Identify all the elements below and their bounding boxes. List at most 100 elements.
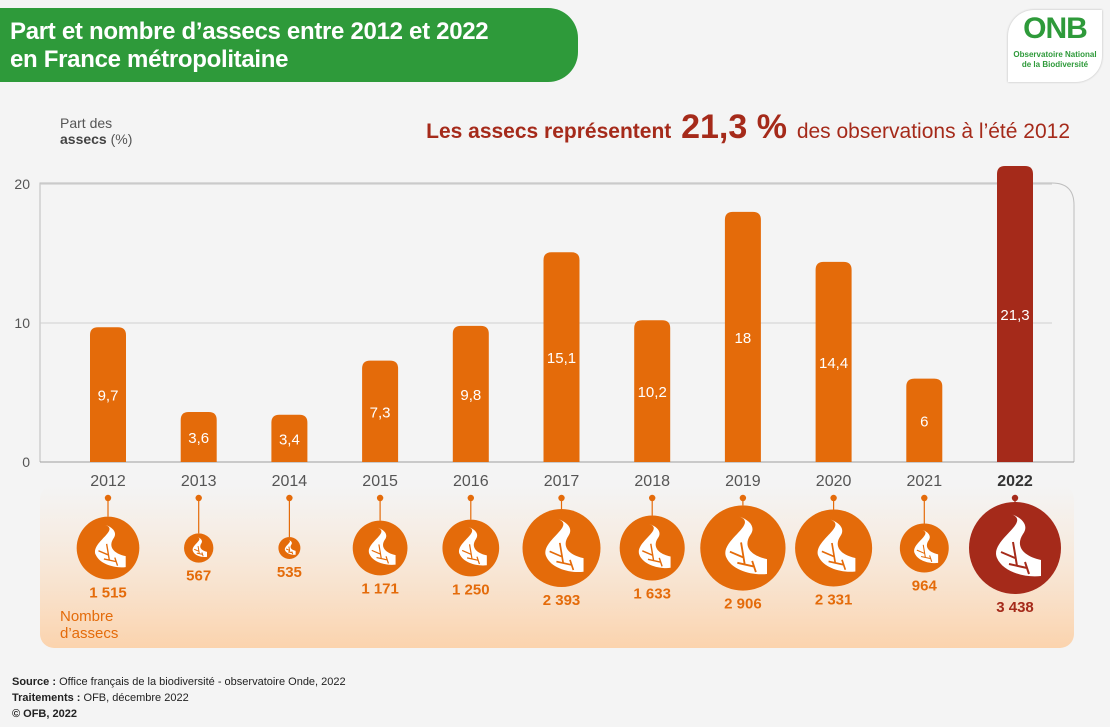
bar-value-2014: 3,4 [279,431,300,448]
count-value-2013: 567 [186,568,211,585]
x-tick-2016: 2016 [453,473,489,490]
footer-trait-label: Traitements : [12,692,81,704]
bar-2014 [271,414,308,462]
river-icon-2020 [817,519,856,572]
x-tick-2021: 2021 [907,473,943,490]
bar-2018 [634,320,671,462]
page-title: Part et nombre d’assecs entre 2012 et 20… [10,18,489,74]
footer-trait-text: OFB, décembre 2022 [80,692,189,704]
footer-source-label: Source : [12,676,57,688]
logo-word: ONB [1023,12,1088,45]
bar-value-2017: 15,1 [547,350,576,367]
title-line-1: Part et nombre d’assecs entre 2012 et 20… [10,18,489,45]
river-icon-2016 [459,527,487,566]
bubble-2016: 1 250 [442,494,500,598]
bar-2013 [180,411,217,462]
count-value-2015: 1 171 [361,580,399,597]
x-tick-labels: 2012 2013 2014 2015 2016 2017 2018 2019 2020 2021… [90,473,1033,490]
y-tick-20: 20 [14,176,30,192]
river-icon-2012 [95,524,126,568]
count-label-line-2: d’assecs [60,625,119,642]
river-icon-2015 [368,527,396,565]
bubble-2012: 1 515 [76,494,140,601]
headline-tail: des observations à l’été 2012 [796,120,1070,143]
bubble-2022: 3 438 [969,494,1061,616]
bubble-2019: 2 906 [700,494,786,613]
y-tick-labels: 0 10 20 [14,176,30,470]
y-axis-label-bold: assecs [60,131,107,147]
bar-2022 [997,166,1033,463]
title-banner: Part et nombre d’assecs entre 2012 et 20… [0,8,578,82]
count-bubbles: 1 515 567 535 1 171 1 250 2 393 1 633 2 906 2 33… [76,494,1061,616]
x-tick-2012: 2012 [90,473,126,490]
bubble-2021: 964 [899,494,949,594]
count-value-2014: 535 [277,564,302,581]
bar-2015 [362,360,399,462]
count-value-2016: 1 250 [452,581,490,598]
x-tick-2013: 2013 [181,473,217,490]
headline-value: 21,3 % [681,108,787,146]
river-icon-2019 [725,516,767,575]
y-tick-0: 0 [22,454,30,470]
footer: Source : Office français de la biodivers… [12,674,346,722]
x-tick-2020: 2020 [816,473,852,490]
bubble-2020: 2 331 [795,494,873,609]
footer-copyright: © OFB, 2022 [12,708,77,720]
river-icon-2022 [996,514,1041,577]
bars: 9,7 3,6 3,4 7,3 9,8 15,1 10,2 18 14,4 6 21,3 [90,166,1033,463]
footer-source: Source : Office français de la biodivers… [12,674,346,690]
x-tick-2018: 2018 [634,473,670,490]
bubble-2017: 2 393 [522,494,601,609]
logo-line-2: de la Biodiversité [1021,60,1089,69]
river-icon-2013 [192,537,207,558]
river-icon-2014 [284,539,296,555]
y-axis-label-unit: (%) [110,131,133,147]
count-value-2017: 2 393 [543,592,581,609]
bar-2019 [724,211,761,462]
x-tick-2017: 2017 [544,473,580,490]
bar-value-2012: 9,7 [98,388,119,405]
x-tick-2019: 2019 [725,473,761,490]
x-tick-2015: 2015 [362,473,398,490]
bubble-2014: 535 [277,494,302,581]
x-tick-2022: 2022 [997,473,1033,490]
count-value-2012: 1 515 [89,584,127,601]
count-label: Nombre d’assecs [60,608,118,642]
river-icon-2018 [638,523,671,569]
bar-2012 [90,327,126,462]
bar-2016 [452,325,489,462]
footer-traitements: Traitements : OFB, décembre 2022 [12,690,346,706]
bar-2021 [906,378,943,462]
bar-value-2022: 21,3 [1000,307,1029,324]
river-icon-2021 [914,529,939,564]
x-tick-2014: 2014 [272,473,308,490]
footer-source-text: Office français de la biodiversité - obs… [56,676,346,688]
title-line-2: en France métropolitaine [10,46,289,73]
logo-subtitle: Observatoire National de la Biodiversité [1008,50,1102,70]
bar-2020 [815,261,852,462]
y-axis-label-line-1: Part des [60,115,113,131]
bubble-2015: 1 171 [352,494,408,597]
count-label-line-1: Nombre [60,608,114,625]
onb-logo: ONB Observatoire National de la Biodiver… [1008,10,1102,82]
count-value-2018: 1 633 [633,586,671,603]
bar-value-2016: 9,8 [460,387,481,404]
river-icon-2017 [545,519,584,573]
y-axis-label: Part des assecs (%) [60,115,132,147]
bar-value-2015: 7,3 [370,404,391,421]
bar-value-2021: 6 [920,413,928,430]
bar-value-2019: 18 [735,330,752,347]
bar-value-2018: 10,2 [638,384,667,401]
bar-value-2020: 14,4 [819,355,848,372]
headline-lead: Les assecs représentent [426,120,672,143]
bar-2017 [543,252,580,462]
headline: Les assecs représentent 21,3 % des obser… [426,108,1070,147]
logo-line-1: Observatoire National [1013,50,1097,59]
count-value-2020: 2 331 [815,592,853,609]
bubble-2013: 567 [184,494,214,585]
plot-frame [39,182,1075,462]
count-value-2021: 964 [912,577,938,594]
y-tick-10: 10 [14,315,30,331]
count-value-2022: 3 438 [996,599,1034,616]
